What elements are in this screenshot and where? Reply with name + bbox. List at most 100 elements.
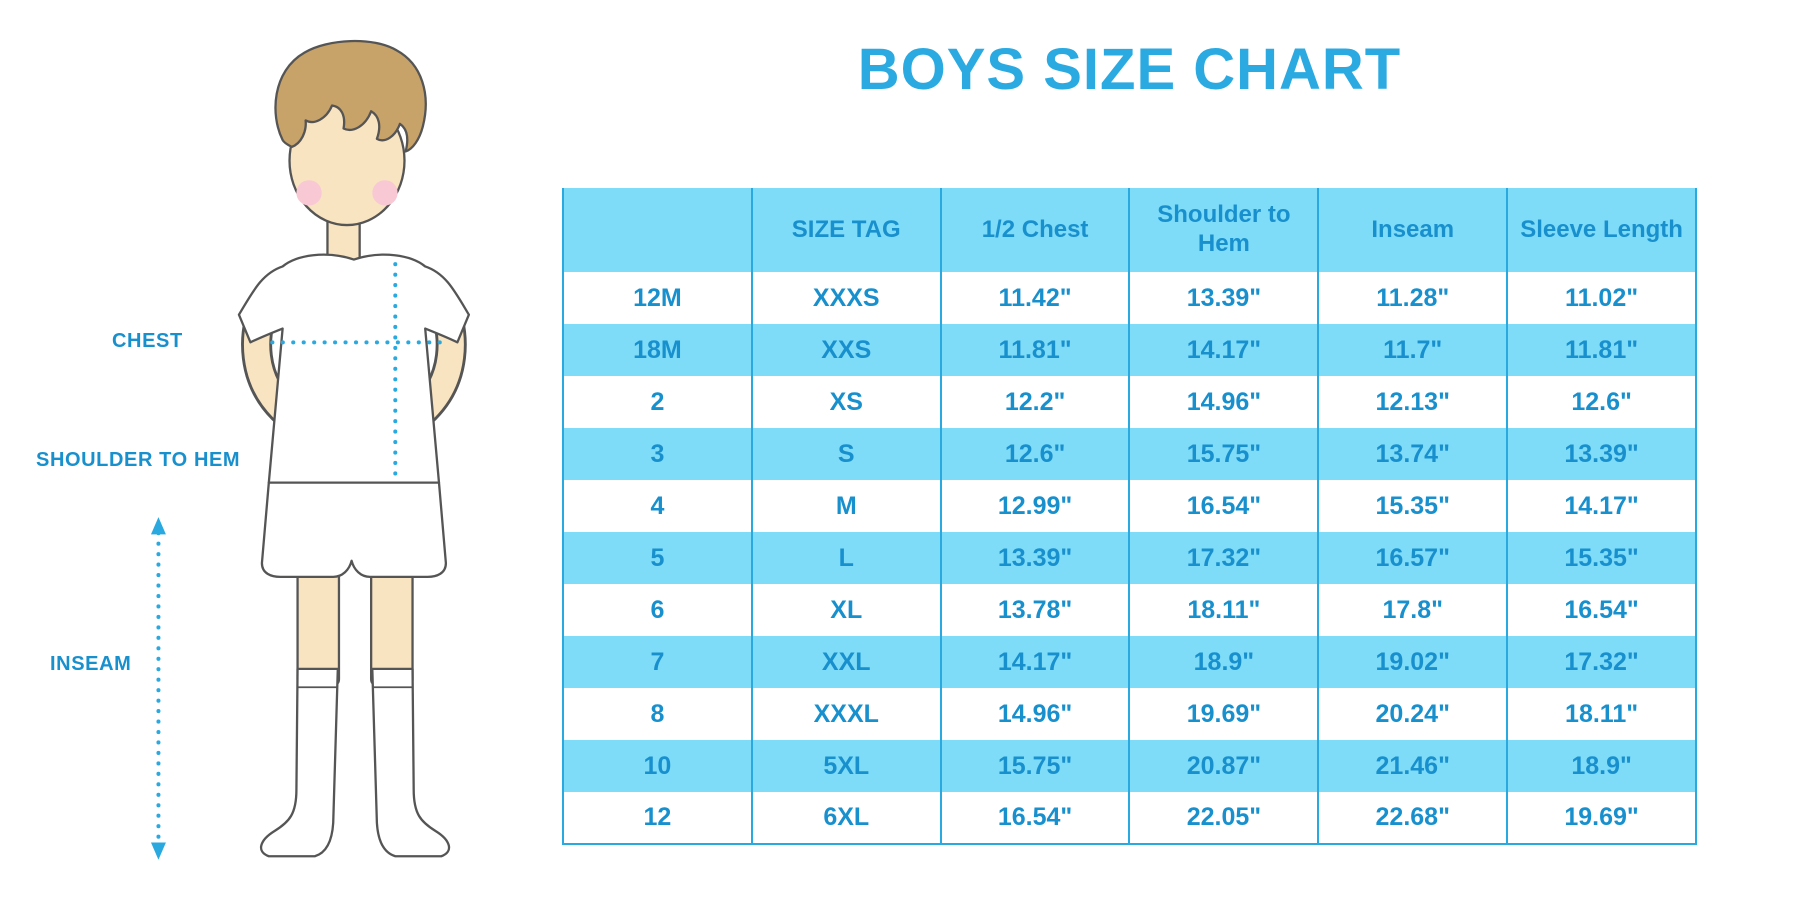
table-row: 3 S 12.6" 15.75" 13.74" 13.39"	[562, 428, 1697, 480]
table-row: 2 XS 12.2" 14.96" 12.13" 12.6"	[562, 376, 1697, 428]
table-cell: 14.17"	[939, 636, 1131, 688]
table-cell: 12.2"	[939, 376, 1131, 428]
table-cell: 16.54"	[1506, 584, 1697, 636]
table-cell: XXL	[750, 636, 942, 688]
table-cell: 5XL	[750, 740, 942, 792]
table-cell: 14.17"	[1506, 480, 1697, 532]
size-table-header: SIZE TAG 1/2 Chest Shoulder to Hem Insea…	[562, 188, 1697, 272]
table-cell: 15.35"	[1506, 532, 1697, 584]
table-cell: 13.39"	[1128, 272, 1320, 324]
table-cell: 8	[562, 688, 753, 740]
table-row: 8 XXXL 14.96" 19.69" 20.24" 18.11"	[562, 688, 1697, 740]
column-header-half-chest: 1/2 Chest	[939, 188, 1131, 272]
table-cell: 17.32"	[1128, 532, 1320, 584]
table-cell: 3	[562, 428, 753, 480]
table-row: 18M XXS 11.81" 14.17" 11.7" 11.81"	[562, 324, 1697, 376]
table-cell: 13.39"	[1506, 428, 1697, 480]
column-header-inseam: Inseam	[1317, 188, 1509, 272]
shoulder-to-hem-label: SHOULDER TO HEM	[36, 449, 241, 471]
table-cell: 18.9"	[1128, 636, 1320, 688]
table-cell: 11.02"	[1506, 272, 1697, 324]
table-cell: 18.9"	[1506, 740, 1697, 792]
table-cell: XXXS	[750, 272, 942, 324]
cheek-left	[296, 180, 322, 206]
table-cell: 12	[562, 792, 753, 845]
column-header-sleeve-length: Sleeve Length	[1506, 188, 1697, 272]
table-cell: XL	[750, 584, 942, 636]
hair-shape	[274, 39, 427, 153]
table-cell: 14.96"	[939, 688, 1131, 740]
table-cell: 12.6"	[1506, 376, 1697, 428]
table-cell: 2	[562, 376, 753, 428]
table-cell: 16.54"	[1128, 480, 1320, 532]
table-cell: 12.13"	[1317, 376, 1509, 428]
column-header-shoulder-to-hem: Shoulder to Hem	[1128, 188, 1320, 272]
boy-illustration	[150, 39, 471, 860]
header-row: SIZE TAG 1/2 Chest Shoulder to Hem Insea…	[562, 188, 1697, 272]
table-cell: 21.46"	[1317, 740, 1509, 792]
table-cell: 11.7"	[1317, 324, 1509, 376]
table-row: 7 XXL 14.17" 18.9" 19.02" 17.32"	[562, 636, 1697, 688]
table-cell: 12.99"	[939, 480, 1131, 532]
table-cell: 16.54"	[939, 792, 1131, 845]
column-header-size-tag: SIZE TAG	[750, 188, 942, 272]
table-cell: 11.28"	[1317, 272, 1509, 324]
table-cell: 20.24"	[1317, 688, 1509, 740]
table-cell: 18M	[562, 324, 753, 376]
table-cell: 7	[562, 636, 753, 688]
table-cell: 14.17"	[1128, 324, 1320, 376]
chest-label: CHEST	[112, 330, 183, 352]
column-header-size	[562, 188, 753, 272]
table-cell: 17.8"	[1317, 584, 1509, 636]
table-cell: 11.81"	[1506, 324, 1697, 376]
table-cell: 19.02"	[1317, 636, 1509, 688]
table-cell: 15.75"	[939, 740, 1131, 792]
table-cell: 18.11"	[1128, 584, 1320, 636]
table-cell: 6	[562, 584, 753, 636]
inseam-measure-arrow	[150, 517, 166, 860]
inseam-label: INSEAM	[50, 653, 132, 675]
size-table-body: 12M XXXS 11.42" 13.39" 11.28" 11.02" 18M XXS 11.…	[562, 272, 1697, 845]
cheek-right	[372, 180, 398, 206]
table-cell: 15.75"	[1128, 428, 1320, 480]
table-cell: 12.6"	[939, 428, 1131, 480]
table-row: 4 M 12.99" 16.54" 15.35" 14.17"	[562, 480, 1697, 532]
shorts-shape	[260, 481, 448, 579]
table-cell: XS	[750, 376, 942, 428]
table-cell: 5	[562, 532, 753, 584]
table-cell: 12M	[562, 272, 753, 324]
table-cell: 13.78"	[939, 584, 1131, 636]
table-cell: 19.69"	[1506, 792, 1697, 845]
table-cell: 11.81"	[939, 324, 1131, 376]
table-cell: S	[750, 428, 942, 480]
table-cell: XXS	[750, 324, 942, 376]
table-row: 12M XXXS 11.42" 13.39" 11.28" 11.02"	[562, 272, 1697, 324]
table-cell: 22.68"	[1317, 792, 1509, 845]
table-cell: 19.69"	[1128, 688, 1320, 740]
table-cell: 13.74"	[1317, 428, 1509, 480]
table-row: 10 5XL 15.75" 20.87" 21.46" 18.9"	[562, 740, 1697, 792]
table-cell: 13.39"	[939, 532, 1131, 584]
table-cell: 15.35"	[1317, 480, 1509, 532]
table-cell: 17.32"	[1506, 636, 1697, 688]
table-cell: 18.11"	[1506, 688, 1697, 740]
table-cell: 14.96"	[1128, 376, 1320, 428]
shirt-shape	[237, 253, 471, 484]
table-cell: XXXL	[750, 688, 942, 740]
table-cell: 4	[562, 480, 753, 532]
table-cell: 22.05"	[1128, 792, 1320, 845]
table-cell: 16.57"	[1317, 532, 1509, 584]
size-table: SIZE TAG 1/2 Chest Shoulder to Hem Insea…	[562, 188, 1697, 845]
socks-shape	[259, 667, 451, 858]
table-cell: 10	[562, 740, 753, 792]
page-title: BOYS SIZE CHART	[857, 37, 1402, 102]
legs-shape	[296, 541, 414, 688]
table-cell: 20.87"	[1128, 740, 1320, 792]
table-row: 5 L 13.39" 17.32" 16.57" 15.35"	[562, 532, 1697, 584]
table-cell: L	[750, 532, 942, 584]
table-row: 12 6XL 16.54" 22.05" 22.68" 19.69"	[562, 792, 1697, 845]
table-row: 6 XL 13.78" 18.11" 17.8" 16.54"	[562, 584, 1697, 636]
table-cell: 11.42"	[939, 272, 1131, 324]
table-cell: 6XL	[750, 792, 942, 845]
